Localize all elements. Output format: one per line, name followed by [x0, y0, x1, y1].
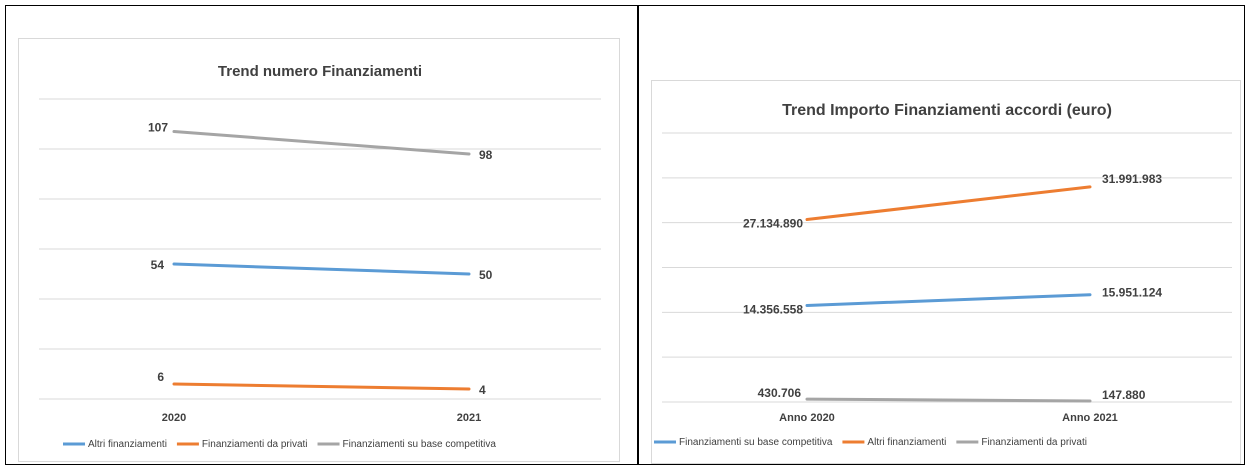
data-label: 50 [479, 268, 493, 282]
x-tick-label: Anno 2020 [779, 412, 835, 424]
legend-entry: Altri finanziamenti [88, 439, 167, 450]
data-label: 54 [151, 258, 165, 272]
legend-entry: Finanziamenti su base competitiva [343, 439, 497, 450]
data-label: 15.951.124 [1102, 286, 1162, 300]
x-tick-label: 2020 [162, 412, 186, 424]
x-tick-label: 2021 [457, 412, 481, 424]
data-label: 27.134.890 [743, 217, 803, 231]
series-line-1 [805, 185, 1092, 222]
legend-entry: Altri finanziamenti [867, 437, 946, 448]
series-line-1 [172, 382, 471, 391]
chart-importo-svg: Trend Importo Finanziamenti accordi (eur… [654, 102, 1232, 448]
series-line-0 [805, 293, 1092, 307]
panel-divider [637, 5, 639, 465]
chart-panel-numero: Trend numero Finanziamenti 2020 2021 54 50 6 4… [18, 38, 620, 462]
legend-entry: Finanziamenti su base competitiva [679, 437, 833, 448]
data-label: 98 [479, 148, 493, 162]
chart-numero-svg: Trend numero Finanziamenti 2020 2021 54 50 6 4… [39, 63, 601, 450]
chart-title: Trend Importo Finanziamenti accordi (eur… [782, 102, 1112, 119]
data-label: 14.356.558 [743, 302, 803, 316]
data-label: 4 [479, 383, 486, 397]
series-line-2 [805, 397, 1092, 403]
data-label: 107 [148, 121, 168, 135]
data-label: 31.991.983 [1102, 172, 1162, 186]
data-label: 430.706 [758, 386, 802, 400]
chart-title: Trend numero Finanziamenti [218, 63, 422, 80]
data-label: 147.880 [1102, 388, 1146, 402]
series-line-2 [172, 130, 471, 156]
x-tick-label: Anno 2021 [1062, 412, 1118, 424]
legend-entry: Finanziamenti da privati [981, 437, 1087, 448]
legend-entry: Finanziamenti da privati [202, 439, 308, 450]
series-line-0 [172, 262, 471, 276]
data-label: 6 [157, 370, 164, 384]
chart-panel-importo: Trend Importo Finanziamenti accordi (eur… [651, 80, 1241, 464]
outer-frame [5, 5, 1245, 465]
